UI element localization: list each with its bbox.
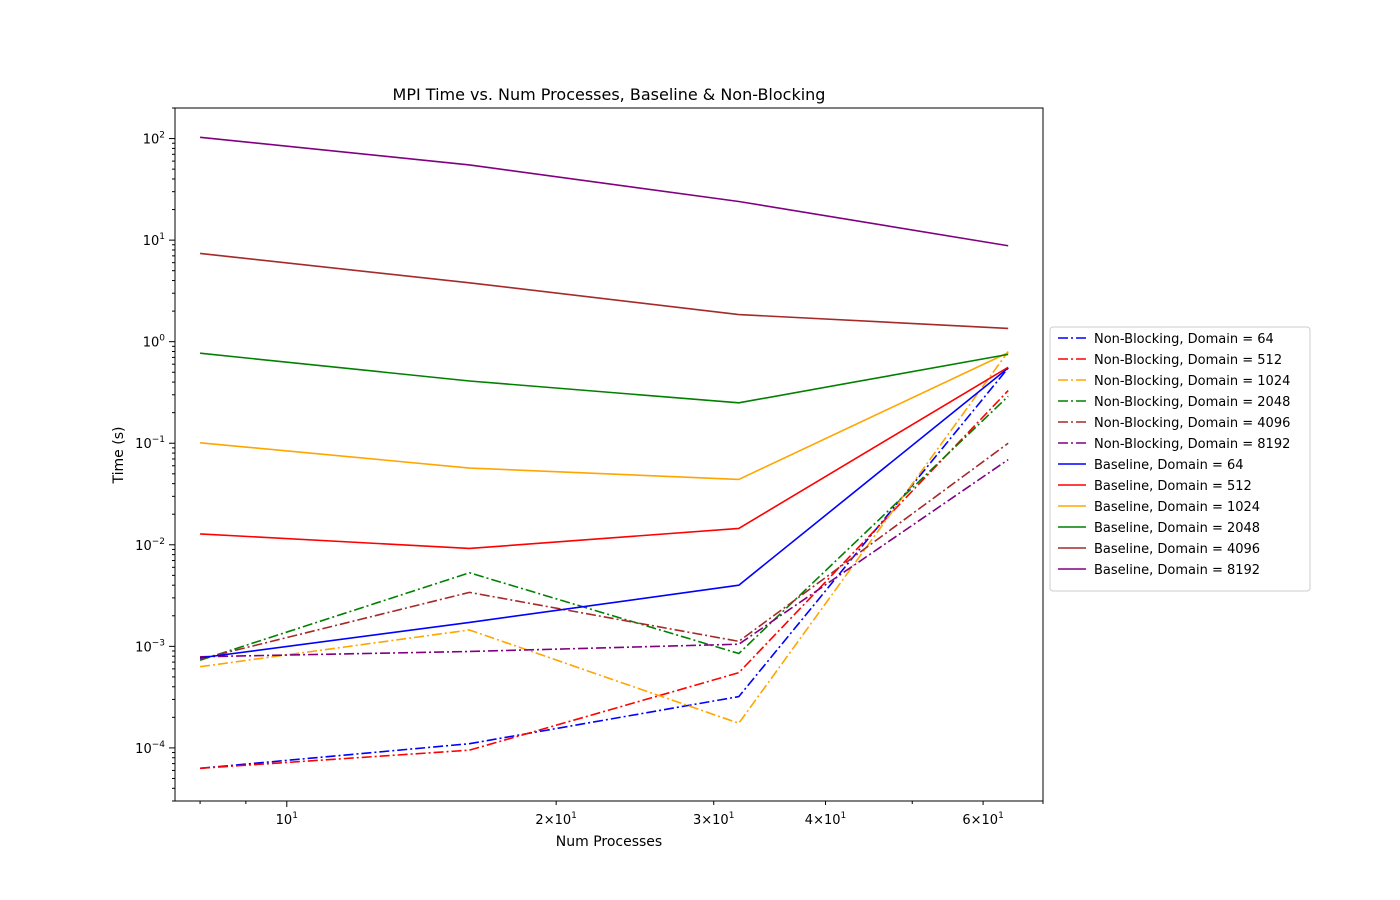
y-tick-label-3: 10−1 bbox=[135, 435, 165, 452]
legend-label-2: Non-Blocking, Domain = 1024 bbox=[1094, 374, 1290, 389]
legend-label-1: Non-Blocking, Domain = 512 bbox=[1094, 353, 1282, 368]
legend-label-5: Non-Blocking, Domain = 8192 bbox=[1094, 437, 1290, 452]
legend-box bbox=[1049, 326, 1311, 592]
plot-area: 101 2×101 3×101 4×101 6×101 10−4 10−3 10−2 10−1 1… bbox=[135, 107, 1044, 828]
axes-frame bbox=[174, 107, 1044, 802]
legend-label-0: Non-Blocking, Domain = 64 bbox=[1094, 332, 1274, 347]
legend-label-8: Baseline, Domain = 1024 bbox=[1094, 500, 1260, 515]
legend-label-11: Baseline, Domain = 8192 bbox=[1094, 563, 1260, 578]
series-line-10 bbox=[199, 252, 1009, 330]
series-line-3 bbox=[199, 395, 1009, 661]
series-line-4 bbox=[199, 442, 1009, 660]
series-line-0 bbox=[200, 367, 1009, 770]
x-axis-label: Num Processes bbox=[556, 834, 662, 850]
y-tick-label-1: 10−3 bbox=[135, 638, 165, 655]
x-tick-label-2: 3×101 bbox=[693, 811, 734, 828]
legend-label-3: Non-Blocking, Domain = 2048 bbox=[1094, 395, 1290, 410]
series-lines bbox=[199, 136, 1009, 770]
legend-label-9: Baseline, Domain = 2048 bbox=[1094, 521, 1260, 536]
x-tick-label-1: 2×101 bbox=[535, 811, 576, 828]
legend-label-4: Non-Blocking, Domain = 4096 bbox=[1094, 416, 1290, 431]
y-tick-label-6: 102 bbox=[143, 131, 165, 148]
y-tick-label-2: 10−2 bbox=[135, 537, 165, 554]
legend-label-7: Baseline, Domain = 512 bbox=[1094, 479, 1252, 494]
series-line-11 bbox=[199, 136, 1009, 247]
x-tick-label-3: 4×101 bbox=[805, 811, 846, 828]
series-line-5 bbox=[200, 458, 1009, 658]
series-line-8 bbox=[200, 351, 1009, 481]
x-tick-label-0: 101 bbox=[276, 811, 298, 828]
series-line-9 bbox=[199, 352, 1009, 404]
chart-title: MPI Time vs. Num Processes, Baseline & N… bbox=[393, 85, 826, 104]
series-line-7 bbox=[200, 366, 1009, 550]
y-axis-label: Time (s) bbox=[111, 427, 127, 485]
y-tick-label-5: 101 bbox=[143, 232, 165, 249]
series-line-6 bbox=[199, 367, 1009, 659]
y-tick-label-4: 100 bbox=[143, 334, 166, 351]
legend-label-6: Baseline, Domain = 64 bbox=[1094, 458, 1244, 473]
y-tick-label-0: 10−4 bbox=[135, 740, 165, 757]
series-line-2 bbox=[199, 351, 1009, 725]
legend: Non-Blocking, Domain = 64 Non-Blocking, D… bbox=[1049, 326, 1311, 592]
series-line-1 bbox=[200, 390, 1009, 770]
legend-label-10: Baseline, Domain = 4096 bbox=[1094, 542, 1260, 557]
x-tick-label-4: 6×101 bbox=[962, 811, 1003, 828]
